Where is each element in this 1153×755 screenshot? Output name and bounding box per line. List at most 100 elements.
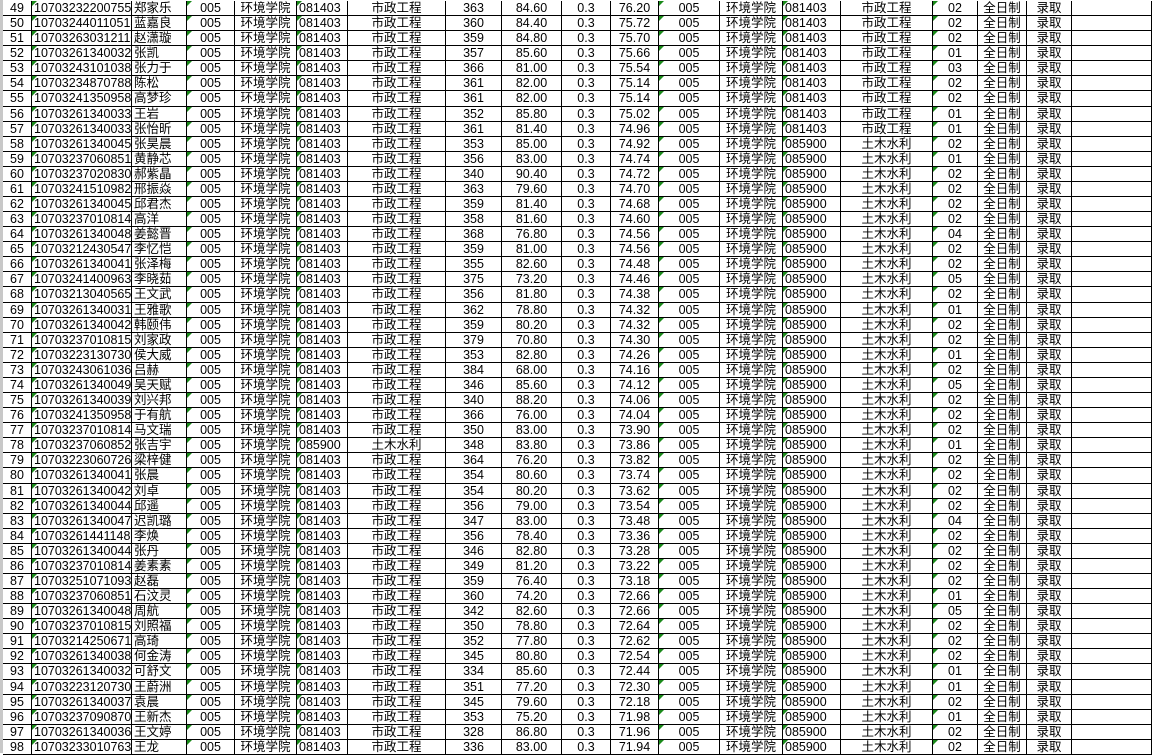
weight-cell[interactable]: 0.3 (562, 513, 611, 528)
initial-score-cell[interactable]: 363 (446, 1, 502, 16)
status-cell[interactable]: 录取 (1027, 619, 1072, 634)
admit-major-cell[interactable]: 土木水利 (841, 287, 933, 302)
initial-score-cell[interactable]: 347 (446, 513, 502, 528)
total-score-cell[interactable]: 75.72 (611, 16, 659, 31)
admit-major-cell[interactable]: 土木水利 (841, 573, 933, 589)
admit-college-cell[interactable]: 环境学院 (720, 242, 783, 257)
college-cell[interactable]: 环境学院 (235, 121, 297, 136)
exam-number-cell[interactable]: 107032613400411 (32, 468, 132, 483)
major-code-cell[interactable]: 081403 (297, 347, 348, 362)
college-cell[interactable]: 环境学院 (235, 76, 297, 91)
study-mode-cell[interactable]: 全日制 (978, 136, 1027, 151)
study-mode-cell[interactable]: 全日制 (978, 423, 1027, 438)
college-cell[interactable]: 环境学院 (235, 589, 297, 604)
retest-score-cell[interactable]: 79.00 (502, 498, 562, 513)
admit-major-code-cell[interactable]: 085900 (783, 377, 841, 393)
admit-college-code-cell[interactable]: 005 (659, 347, 720, 362)
college-code-cell[interactable]: 005 (187, 513, 235, 528)
exam-number-cell[interactable]: 107032370208300 (32, 166, 132, 181)
admit-college-cell[interactable]: 环境学院 (720, 272, 783, 287)
college-code-cell[interactable]: 005 (187, 453, 235, 468)
admit-major-cell[interactable]: 土木水利 (841, 739, 933, 754)
empty-cell[interactable] (1072, 212, 1152, 227)
total-score-cell[interactable]: 72.62 (611, 634, 659, 649)
college-code-cell[interactable]: 005 (187, 528, 235, 543)
major-cell[interactable]: 市政工程 (348, 377, 446, 393)
admit-major-cell[interactable]: 土木水利 (841, 197, 933, 212)
total-score-cell[interactable]: 73.62 (611, 483, 659, 498)
name-cell[interactable]: 张吉宇 (132, 438, 187, 453)
direction-code-cell[interactable]: 02 (933, 166, 978, 181)
total-score-cell[interactable]: 75.54 (611, 61, 659, 76)
status-cell[interactable]: 录取 (1027, 136, 1072, 151)
retest-score-cell[interactable]: 81.20 (502, 558, 562, 573)
retest-score-cell[interactable]: 80.20 (502, 317, 562, 332)
empty-cell[interactable] (1072, 619, 1152, 634)
status-cell[interactable]: 录取 (1027, 408, 1072, 423)
initial-score-cell[interactable]: 364 (446, 453, 502, 468)
retest-score-cell[interactable]: 77.80 (502, 634, 562, 649)
admit-college-code-cell[interactable]: 005 (659, 468, 720, 483)
empty-cell[interactable] (1072, 46, 1152, 61)
admit-major-code-cell[interactable]: 085900 (783, 619, 841, 634)
weight-cell[interactable]: 0.3 (562, 242, 611, 257)
admit-major-cell[interactable]: 土木水利 (841, 543, 933, 558)
retest-score-cell[interactable]: 88.20 (502, 393, 562, 408)
admit-college-cell[interactable]: 环境学院 (720, 332, 783, 347)
name-cell[interactable]: 陈松 (132, 76, 187, 91)
college-code-cell[interactable]: 005 (187, 664, 235, 679)
college-cell[interactable]: 环境学院 (235, 679, 297, 694)
status-cell[interactable]: 录取 (1027, 694, 1072, 709)
direction-code-cell[interactable]: 02 (933, 257, 978, 272)
major-cell[interactable]: 市政工程 (348, 604, 446, 619)
major-cell[interactable]: 市政工程 (348, 724, 446, 739)
college-code-cell[interactable]: 005 (187, 166, 235, 181)
admit-college-cell[interactable]: 环境学院 (720, 181, 783, 197)
major-cell[interactable]: 市政工程 (348, 332, 446, 347)
admit-major-code-cell[interactable]: 085900 (783, 679, 841, 694)
weight-cell[interactable]: 0.3 (562, 76, 611, 91)
major-code-cell[interactable]: 081403 (297, 604, 348, 619)
admit-major-cell[interactable]: 土木水利 (841, 589, 933, 604)
initial-score-cell[interactable]: 360 (446, 589, 502, 604)
exam-number-cell[interactable]: 107032613400389 (32, 649, 132, 664)
major-cell[interactable]: 市政工程 (348, 76, 446, 91)
retest-score-cell[interactable]: 73.20 (502, 272, 562, 287)
row-number-cell[interactable]: 70 (3, 317, 32, 332)
college-cell[interactable]: 环境学院 (235, 317, 297, 332)
direction-code-cell[interactable]: 02 (933, 1, 978, 16)
admit-college-code-cell[interactable]: 005 (659, 136, 720, 151)
major-cell[interactable]: 市政工程 (348, 679, 446, 694)
name-cell[interactable]: 王蔚洲 (132, 679, 187, 694)
initial-score-cell[interactable]: 356 (446, 498, 502, 513)
name-cell[interactable]: 蓝嘉良 (132, 16, 187, 31)
total-score-cell[interactable]: 74.30 (611, 332, 659, 347)
admit-college-code-cell[interactable]: 005 (659, 272, 720, 287)
exam-number-cell[interactable]: 107032613400416 (32, 257, 132, 272)
empty-cell[interactable] (1072, 468, 1152, 483)
weight-cell[interactable]: 0.3 (562, 589, 611, 604)
college-code-cell[interactable]: 005 (187, 694, 235, 709)
weight-cell[interactable]: 0.3 (562, 197, 611, 212)
weight-cell[interactable]: 0.3 (562, 61, 611, 76)
initial-score-cell[interactable]: 345 (446, 649, 502, 664)
admit-major-cell[interactable]: 土木水利 (841, 724, 933, 739)
direction-code-cell[interactable]: 01 (933, 589, 978, 604)
row-number-cell[interactable]: 69 (3, 302, 32, 317)
admit-major-code-cell[interactable]: 081403 (783, 91, 841, 106)
study-mode-cell[interactable]: 全日制 (978, 242, 1027, 257)
status-cell[interactable]: 录取 (1027, 709, 1072, 724)
major-code-cell[interactable]: 081403 (297, 498, 348, 513)
major-code-cell[interactable]: 081403 (297, 573, 348, 589)
total-score-cell[interactable]: 73.18 (611, 573, 659, 589)
status-cell[interactable]: 录取 (1027, 589, 1072, 604)
admit-major-cell[interactable]: 土木水利 (841, 709, 933, 724)
initial-score-cell[interactable]: 352 (446, 106, 502, 121)
status-cell[interactable]: 录取 (1027, 513, 1072, 528)
row-number-cell[interactable]: 56 (3, 106, 32, 121)
admit-college-code-cell[interactable]: 005 (659, 393, 720, 408)
name-cell[interactable]: 郑家乐 (132, 1, 187, 16)
major-code-cell[interactable]: 081403 (297, 106, 348, 121)
admit-college-cell[interactable]: 环境学院 (720, 619, 783, 634)
total-score-cell[interactable]: 74.48 (611, 257, 659, 272)
